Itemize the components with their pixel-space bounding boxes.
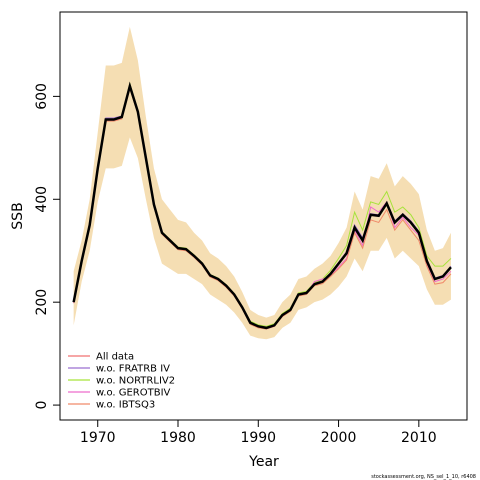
- legend-label: All data: [96, 352, 134, 363]
- y-tick-label: 600: [34, 83, 50, 110]
- y-tick-label: 400: [34, 186, 50, 213]
- x-tick-label: 1990: [240, 430, 276, 446]
- x-tick-label: 2000: [321, 430, 357, 446]
- legend-label: w.o. NORTRLIV2: [96, 376, 175, 387]
- y-tick-label: 200: [34, 289, 50, 316]
- x-tick-label: 1970: [80, 430, 116, 446]
- x-axis-label: Year: [248, 454, 279, 470]
- y-axis-label: SSB: [10, 202, 26, 229]
- plot-frame: [59, 11, 468, 421]
- x-tick-label: 1980: [160, 430, 196, 446]
- legend-label: w.o. IBTSQ3: [96, 400, 155, 411]
- confidence-band: [73, 26, 451, 340]
- series-line: [72, 81, 452, 330]
- x-tick-label: 2010: [401, 430, 437, 446]
- y-tick-label: 0: [34, 401, 50, 410]
- legend-label: w.o. FRATRB IV: [96, 364, 170, 375]
- footnote: stockassessment.org, NS_sel_1_10, r6408: [371, 474, 476, 480]
- legend-label: w.o. GEROTBIV: [96, 388, 171, 399]
